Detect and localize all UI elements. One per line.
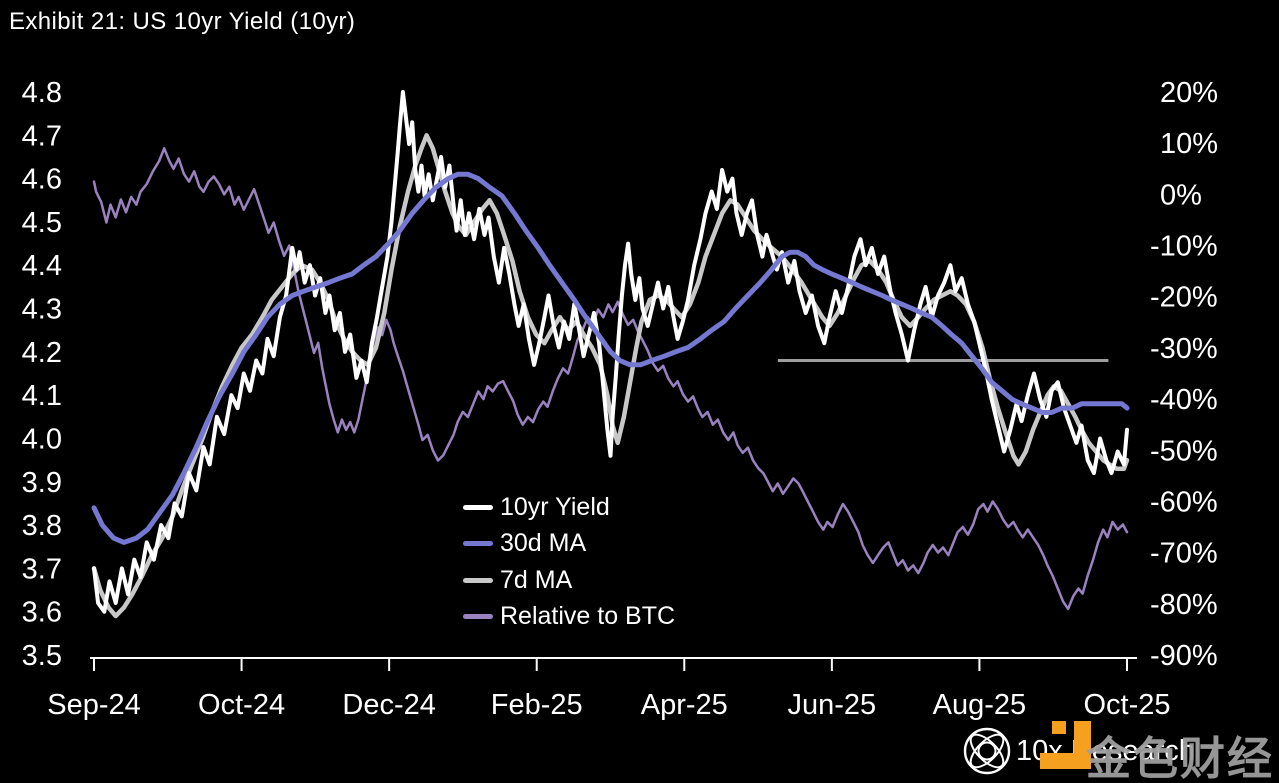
right-axis-tick-label: -30% xyxy=(1150,333,1218,365)
legend-swatch-7d-ma xyxy=(463,577,493,583)
left-axis-tick-label: 3.9 xyxy=(22,467,62,499)
legend-label: 10yr Yield xyxy=(500,492,610,521)
left-axis-tick-label: 3.8 xyxy=(22,510,62,542)
right-axis-tick-label: 10% xyxy=(1160,128,1218,160)
series-30d-ma-line xyxy=(91,171,1130,545)
x-axis-tick-label: Aug-25 xyxy=(933,689,1027,721)
right-axis-tick-label: 0% xyxy=(1160,179,1202,211)
legend: 10yr Yield 30d MA 7d MA Relative to BTC xyxy=(463,489,675,635)
jinse-logo-dot xyxy=(1052,721,1066,734)
x-axis-tick-label: Feb-25 xyxy=(491,689,583,721)
legend-label: 30d MA xyxy=(500,529,587,558)
right-axis-tick-label: -80% xyxy=(1150,589,1218,621)
legend-item: 10yr Yield xyxy=(463,489,675,526)
right-axis-tick-label: -20% xyxy=(1150,282,1218,314)
left-axis-tick-label: 3.7 xyxy=(22,553,62,585)
right-axis-tick-label: -50% xyxy=(1150,435,1218,467)
left-axis-tick-label: 4.2 xyxy=(22,337,62,369)
x-axis-tick-label: Sep-24 xyxy=(47,689,141,721)
left-axis-tick-label: 4.6 xyxy=(22,164,62,196)
globe-icon xyxy=(963,727,1011,775)
left-axis-tick-label: 4.5 xyxy=(22,207,62,239)
right-axis-tick-label: -90% xyxy=(1150,640,1218,672)
chart-title: Exhibit 21: US 10yr Yield (10yr) xyxy=(9,8,356,35)
x-axis-tick-label: Oct-25 xyxy=(1083,689,1170,721)
legend-swatch-10yr-yield xyxy=(463,504,493,510)
right-axis-tick-label: -70% xyxy=(1150,538,1218,570)
watermark: 10x Research 金色财经 xyxy=(955,718,1279,783)
legend-item: 7d MA xyxy=(463,562,675,599)
right-axis-tick-label: -40% xyxy=(1150,384,1218,416)
x-axis-tick-label: Oct-24 xyxy=(198,689,285,721)
x-axis-tick-label: Apr-25 xyxy=(641,689,728,721)
right-axis-tick-label: -10% xyxy=(1150,231,1218,263)
left-axis-tick-label: 4.1 xyxy=(22,380,62,412)
legend-swatch-30d-ma xyxy=(463,541,493,547)
left-axis-tick-label: 4.4 xyxy=(22,250,62,282)
legend-label: Relative to BTC xyxy=(500,602,676,631)
left-axis-tick-label: 4.8 xyxy=(22,77,62,109)
series-relative-to-btc-line xyxy=(92,147,1129,611)
x-axis-tick-label: Jun-25 xyxy=(788,689,877,721)
left-axis-tick-label: 4.7 xyxy=(22,120,62,152)
legend-label: 7d MA xyxy=(500,565,573,594)
x-axis-tick-label: Dec-24 xyxy=(342,689,436,721)
jinse-logo-foot xyxy=(1040,753,1091,769)
left-axis-tick-label: 4.0 xyxy=(22,423,62,455)
right-axis-tick-label: -60% xyxy=(1150,486,1218,518)
left-axis-tick-label: 4.3 xyxy=(22,294,62,326)
legend-item: Relative to BTC xyxy=(463,599,675,636)
watermark-brand-chinese: 金色财经 xyxy=(1086,733,1275,783)
legend-swatch-relative-to-btc xyxy=(463,614,493,620)
legend-item: 30d MA xyxy=(463,526,675,563)
left-axis-tick-label: 3.6 xyxy=(22,597,62,629)
right-axis-tick-label: 20% xyxy=(1160,77,1218,109)
left-axis-tick-label: 3.5 xyxy=(22,640,62,672)
